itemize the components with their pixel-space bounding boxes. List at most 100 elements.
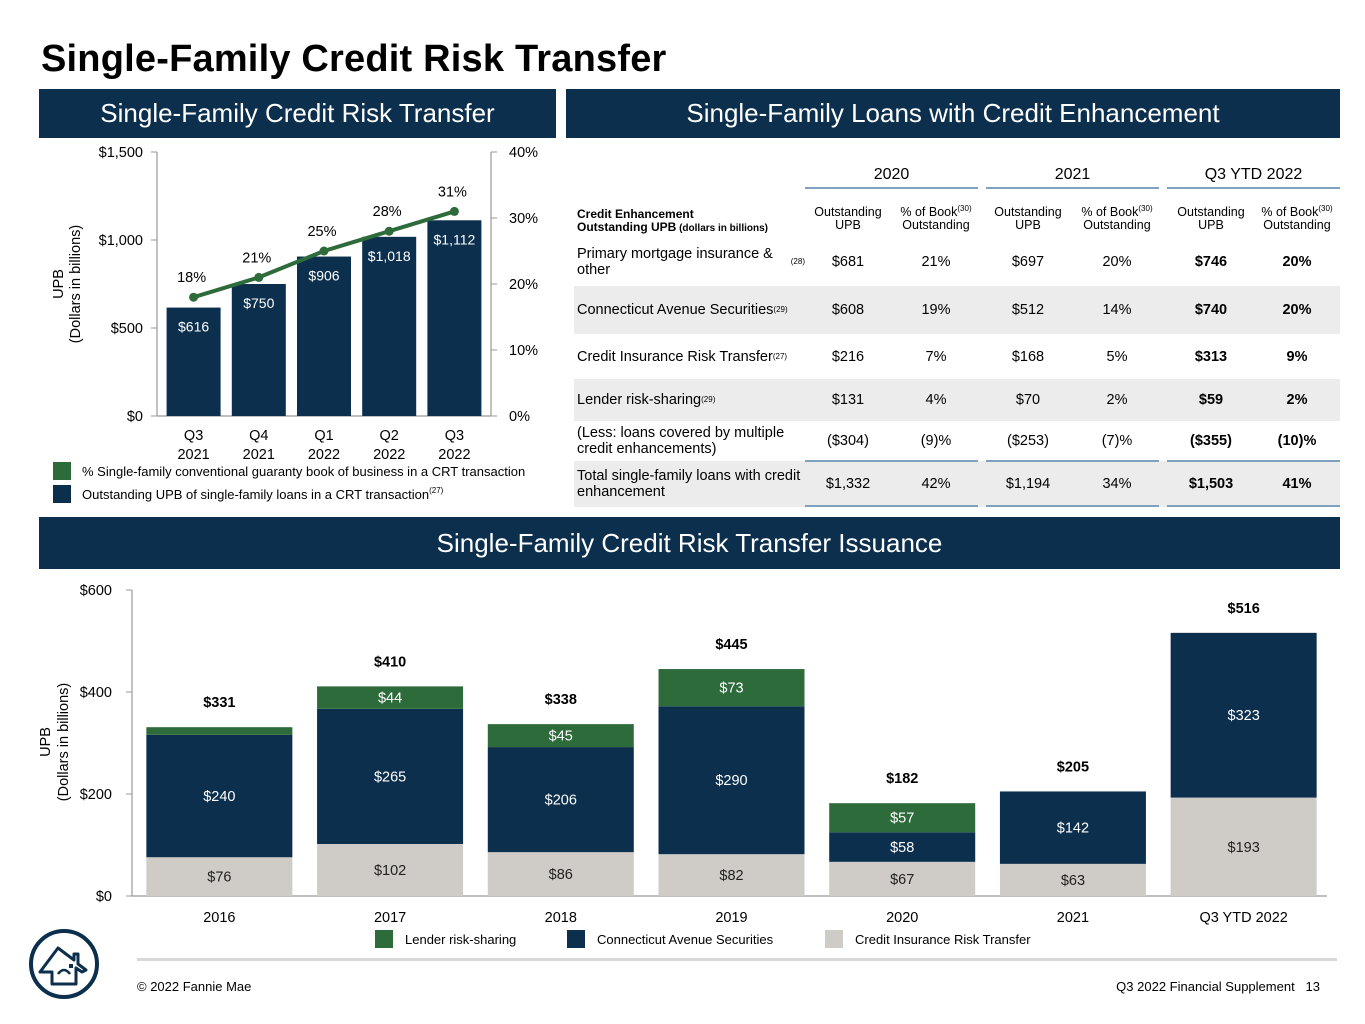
total-rule (986, 460, 1159, 462)
stack-segment (658, 854, 805, 896)
table-cell: (10)% (1277, 433, 1317, 449)
stack-segment (658, 669, 805, 707)
col-header-pct: % of Book(30) Outstanding (891, 203, 981, 232)
segment-value-label: $142 (1057, 821, 1089, 837)
y-tick-label: $1,500 (99, 145, 143, 161)
footnote-ref: (30) (1138, 203, 1153, 213)
col-header-line: % of Book(30) (1261, 203, 1333, 219)
y-tick-label: $600 (80, 583, 112, 599)
y2-tick-label: 0% (509, 409, 530, 425)
y-axis-subtitle: (Dollars in billions) (56, 683, 72, 801)
crt-issuance-chart: $0 $200 $400 $600 UPB (Dollars in billions) $7… (38, 583, 1327, 948)
x-tick-label: 2022 (373, 447, 405, 463)
y2-tick-label: 10% (509, 343, 538, 359)
table-row: Credit Insurance Risk Transfer (27) $216 7%… (574, 334, 1340, 379)
segment-value-label: $73 (719, 681, 743, 697)
table-cell: 20% (1102, 254, 1132, 270)
row-label-text: Primary mortgage insurance & other (577, 246, 773, 278)
table-cell: 14% (1102, 302, 1132, 318)
x-tick-label: 2022 (308, 447, 340, 463)
stack-segment (317, 686, 464, 709)
stack-segment (146, 734, 293, 858)
segment-value-label: $58 (890, 840, 914, 856)
credit-enhancement-table: 2020 2021 Q3 YTD 2022 Credit Enhancement Out… (566, 160, 1340, 510)
row-label-text: (Less: loans covered by multiple credit … (577, 425, 785, 457)
group-underline (986, 187, 1159, 189)
table-group-header: 2021 (1054, 166, 1091, 183)
legend-swatch (53, 485, 71, 503)
stack-segment (146, 727, 293, 735)
page-number: 13 (1305, 979, 1320, 994)
total-rule (805, 460, 978, 462)
segment-value-label: $76 (207, 870, 231, 886)
table-cell: $168 (1011, 348, 1045, 365)
legend-label: Credit Insurance Risk Transfer (855, 932, 1031, 947)
crt-percent-label: 18% (177, 270, 206, 286)
col-header-pct: % of Book(30) Outstanding (1072, 203, 1162, 232)
stack-segment (487, 747, 634, 853)
row-label-text: Connecticut Avenue Securities (577, 302, 774, 318)
table-cell: ($355) (1190, 433, 1232, 449)
y-axis-title: UPB (51, 269, 67, 299)
crt-percent-point (449, 206, 459, 216)
stack-segment (999, 791, 1146, 864)
row-label: Lender risk-sharing (29) (577, 392, 716, 408)
col-header-line: % of Book(30) (1081, 203, 1153, 219)
stack-segment (829, 803, 976, 833)
x-tick-label: Q3 YTD 2022 (1199, 910, 1287, 926)
footer-divider (137, 958, 1337, 961)
segment-value-label: $82 (719, 868, 743, 884)
segment-value-label: $63 (1061, 873, 1085, 889)
stack-segment (999, 863, 1146, 896)
header-label-upb: Outstanding UPB (577, 220, 677, 234)
col-header-upb: Outstanding UPB (803, 206, 893, 232)
stack-segment (1170, 797, 1317, 896)
segment-value-label: $265 (374, 769, 406, 785)
crt-percent-label: 21% (242, 250, 271, 266)
group-underline (1167, 187, 1340, 189)
x-tick-label: Q3 (445, 428, 464, 444)
table-cell: $1,503 (1188, 476, 1234, 492)
header-label-line1: Credit Enhancement (577, 207, 694, 221)
stack-total-label: $516 (1228, 601, 1260, 617)
stack-segment (1170, 632, 1317, 798)
col-header-line: Outstanding (1083, 218, 1151, 232)
table-row: Connecticut Avenue Securities (29) $608 19%… (574, 286, 1340, 334)
table-cell: 41% (1282, 476, 1312, 492)
stack-segment (487, 724, 634, 748)
crt-percent-point (189, 292, 199, 302)
header-label-line2: Outstanding UPB (dollars in billions) (577, 221, 807, 235)
issuance-section-banner: Single-Family Credit Risk Transfer Issua… (39, 517, 1340, 569)
stack-segment (829, 861, 976, 896)
y2-tick-label: 30% (509, 211, 538, 227)
y-tick-label: $0 (96, 889, 112, 905)
segment-value-label: $86 (549, 867, 573, 883)
table-cell: $70 (1015, 392, 1041, 408)
stack-segment (487, 852, 634, 896)
total-rule (1167, 460, 1340, 462)
table-cell: $697 (1011, 254, 1045, 270)
stack-segment (146, 857, 293, 896)
legend-swatch (375, 930, 393, 948)
stack-total-label: $182 (886, 771, 918, 787)
table-row: Total single-family loans with credit en… (574, 461, 1340, 507)
y2-tick-label: 40% (509, 145, 538, 161)
footnote-ref: (30) (957, 203, 972, 213)
col-header-line: UPB (1198, 218, 1224, 232)
stack-segment (317, 708, 464, 844)
segment-value-label: $67 (890, 872, 914, 888)
x-tick-label: 2021 (1057, 910, 1089, 926)
col-header-pct: % of Book(30) Outstanding (1252, 203, 1342, 232)
row-label-text: Lender risk-sharing (577, 392, 702, 408)
y2-tick-label: 20% (509, 277, 538, 293)
x-tick-label: 2018 (545, 910, 577, 926)
stack-segment (317, 843, 464, 896)
table-row: Lender risk-sharing (29) $131 4% $70 2% $59 2% (574, 379, 1340, 421)
row-label: (Less: loans covered by multiple credit … (577, 421, 805, 461)
table-cell: $512 (1011, 302, 1045, 318)
bottom-rule (805, 505, 978, 507)
segment-value-label: $193 (1228, 840, 1260, 856)
y-tick-label: $200 (80, 787, 112, 803)
footer-doc-name: Q3 2022 Financial Supplement (1116, 979, 1295, 994)
stack-total-label: $331 (203, 695, 235, 711)
